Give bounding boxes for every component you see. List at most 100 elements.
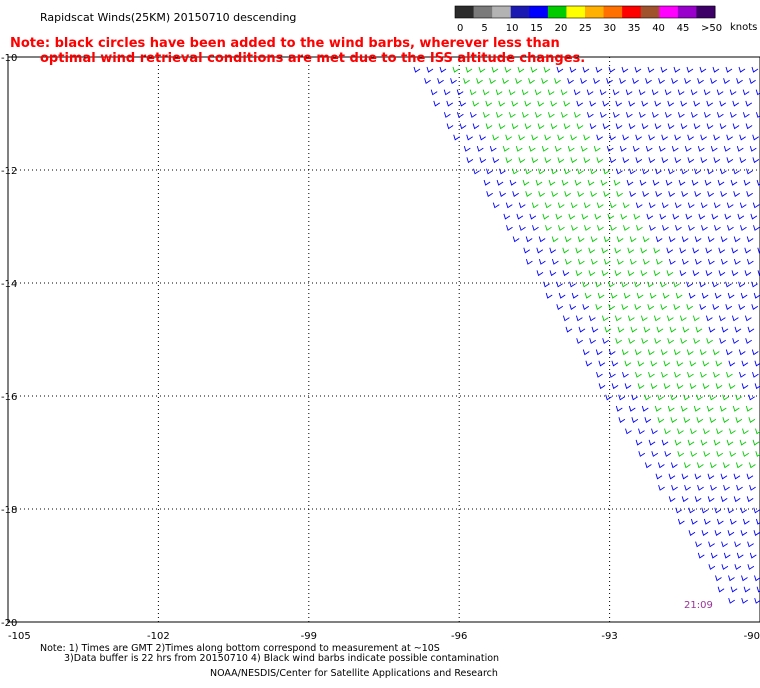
wind-barb (707, 258, 715, 265)
wind-barb (641, 338, 648, 344)
wind-barb (683, 394, 690, 401)
wind-barb (618, 417, 626, 424)
wind-barb (577, 236, 585, 243)
wind-barb (628, 123, 636, 130)
wind-barb (693, 405, 701, 412)
wind-barb (631, 417, 639, 424)
figure-title: Rapidscat Winds(25KM) 20150710 descendin… (40, 11, 296, 24)
wind-barb (736, 145, 744, 152)
wind-barb (492, 202, 500, 209)
wind-barb (446, 123, 454, 130)
wind-barb (557, 157, 565, 164)
wind-barb (426, 66, 434, 73)
wind-barb (466, 157, 474, 164)
wind-barb (567, 145, 575, 152)
wind-barb (563, 100, 571, 107)
wind-barb (719, 405, 727, 412)
wind-barb (692, 247, 700, 254)
wind-barb (747, 564, 755, 570)
wind-barb (610, 292, 618, 299)
wind-barb (668, 473, 676, 480)
wind-barb (640, 270, 648, 277)
wind-barb (543, 281, 550, 288)
wind-barb (744, 315, 752, 322)
wind-barb (508, 89, 516, 96)
wind-barb (577, 258, 585, 265)
wind-barb (723, 484, 730, 491)
wind-barb (728, 575, 735, 582)
wind-barb (590, 168, 597, 175)
wind-barb (570, 202, 578, 209)
wind-barb (729, 89, 737, 96)
wind-barb (699, 66, 707, 73)
wind-barb (525, 236, 533, 243)
wind-barb (735, 417, 743, 424)
wind-barb (648, 371, 655, 378)
wind-barb (677, 112, 685, 118)
legend-label: 0 (457, 23, 463, 34)
latitude-tick-label: -20 (1, 618, 17, 629)
wind-barb (660, 66, 668, 73)
wind-barb (695, 326, 703, 333)
wind-barb (534, 89, 542, 96)
wind-barb (720, 496, 728, 503)
wind-barb (499, 191, 506, 198)
wind-barb (641, 123, 649, 130)
wind-barb (613, 179, 621, 186)
wind-barb (600, 179, 608, 186)
legend-label: 5 (481, 23, 487, 34)
wind-barb (562, 270, 570, 277)
wind-barb (696, 394, 703, 401)
wind-barb (716, 112, 724, 118)
wind-barb (544, 157, 552, 164)
wind-barb (607, 213, 615, 220)
wind-barb (556, 281, 563, 288)
wind-barb (511, 123, 519, 130)
wind-barb (499, 168, 506, 175)
wind-barb (668, 168, 675, 175)
legend-swatch (677, 6, 697, 18)
wind-barb (673, 281, 680, 288)
wind-barb (621, 281, 628, 288)
wind-barb (665, 179, 673, 186)
wind-barb (754, 360, 760, 367)
wind-barb (709, 394, 716, 401)
wind-barb (675, 292, 683, 299)
wind-barb (683, 417, 691, 424)
wind-barb (482, 112, 490, 118)
wind-barb (738, 304, 746, 311)
wind-barb (589, 338, 596, 344)
wind-barb (661, 371, 668, 378)
wind-barb (615, 100, 623, 107)
wind-barb (645, 145, 653, 152)
wind-barb (612, 112, 620, 118)
wind-barb (492, 157, 500, 164)
wind-barb (595, 281, 602, 288)
wind-barb (650, 360, 658, 367)
wind-barb (742, 518, 750, 525)
wind-barb (498, 100, 506, 107)
wind-barb (661, 439, 669, 446)
wind-barb (536, 247, 544, 254)
wind-barb (649, 292, 657, 299)
wind-barb (525, 191, 532, 198)
map-gridlines (8, 57, 760, 622)
wind-barb (710, 484, 717, 491)
wind-barb (590, 191, 597, 198)
wind-barb (638, 89, 646, 96)
wind-barb (602, 123, 610, 130)
wind-barb (726, 157, 734, 164)
legend-swatch (566, 6, 586, 18)
wind-barb (729, 518, 737, 525)
wind-barb (680, 123, 688, 130)
wind-barb (549, 247, 557, 254)
wind-barb (753, 225, 760, 231)
wind-barb (576, 123, 584, 130)
wind-barb (463, 78, 470, 85)
wind-barb (583, 134, 590, 141)
wind-barb (531, 157, 539, 164)
wind-barb (636, 225, 643, 231)
wind-barb (485, 123, 493, 130)
wind-barb (727, 530, 735, 537)
wind-barb (682, 326, 690, 333)
